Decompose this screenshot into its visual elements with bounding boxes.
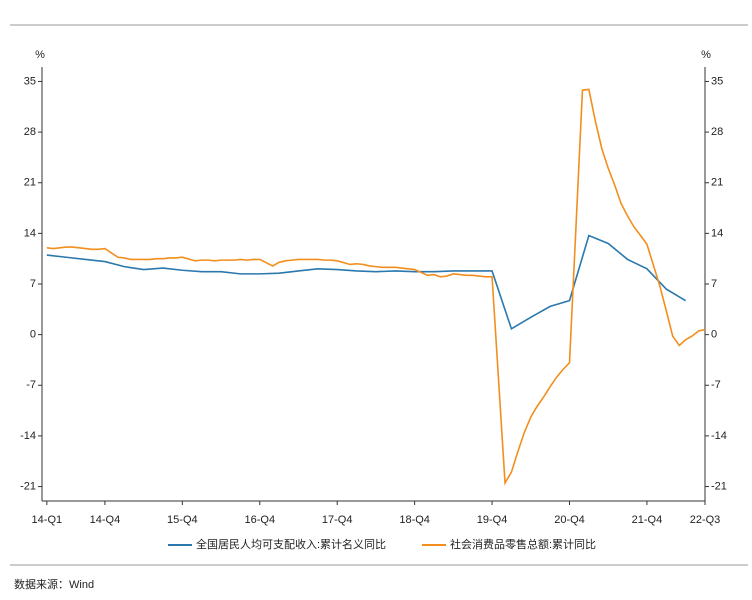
y2-tick-label: 28	[711, 126, 723, 138]
source: 数据来源：Wind	[14, 577, 94, 591]
x-tick-label: 14-Q1	[32, 514, 63, 526]
legend-label: 社会消费品零售总额:累计同比	[450, 537, 596, 551]
x-tick-label: 20-Q4	[554, 514, 585, 526]
y-unit: %	[35, 49, 45, 61]
y-tick-label: 14	[24, 227, 36, 239]
y-tick-label: 0	[30, 329, 36, 341]
y2-tick-label: -21	[711, 480, 727, 492]
y2-tick-label: -14	[711, 430, 727, 442]
y-tick-label: -7	[26, 379, 36, 391]
y2-tick-label: 14	[711, 227, 723, 239]
y-tick-label: 7	[30, 278, 36, 290]
y2-tick-label: 21	[711, 177, 723, 189]
x-tick-label: 14-Q4	[90, 514, 121, 526]
y-tick-label: -14	[20, 430, 36, 442]
x-tick-label: 18-Q4	[399, 514, 430, 526]
y2-tick-label: 35	[711, 75, 723, 87]
x-tick-label: 15-Q4	[167, 514, 198, 526]
y-tick-label: -21	[20, 480, 36, 492]
y-tick-label: 21	[24, 177, 36, 189]
series-line	[46, 234, 687, 331]
y2-tick-label: 0	[711, 329, 717, 341]
y-tick-label: 35	[24, 75, 36, 87]
y-tick-label: 28	[24, 126, 36, 138]
x-tick-label: 21-Q4	[632, 514, 663, 526]
legend-label: 全国居民人均可支配收入:累计名义同比	[196, 537, 386, 551]
series-line	[46, 88, 706, 486]
x-tick-label: 17-Q4	[322, 514, 353, 526]
y2-unit: %	[701, 49, 711, 61]
x-tick-label: 16-Q4	[244, 514, 275, 526]
y2-tick-label: -7	[711, 379, 721, 391]
x-tick-label: 22-Q3	[690, 514, 721, 526]
x-tick-label: 19-Q4	[477, 514, 508, 526]
y2-tick-label: 7	[711, 278, 717, 290]
